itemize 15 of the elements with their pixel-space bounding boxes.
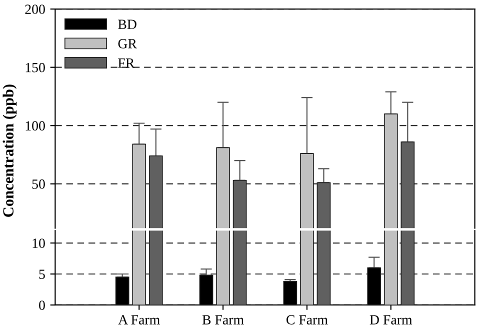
y-tick-label: 5	[39, 270, 45, 279]
x-tick-label: D Farm	[370, 315, 412, 324]
y-tick-label: 10	[32, 238, 45, 248]
y-tick-label: 100	[26, 121, 45, 131]
y-tick-label: 50	[32, 179, 45, 189]
y-tick-label: 150	[26, 62, 45, 72]
y-tick-label: 0	[39, 300, 45, 310]
legend-label: GR	[118, 39, 137, 48]
legend-label: FR	[118, 58, 135, 68]
x-tick-label: A Farm	[118, 315, 160, 324]
y-tick-label: 200	[25, 4, 45, 14]
y-axis-title: Concentration (ppb)	[2, 84, 17, 217]
x-tick-label: C Farm	[286, 315, 328, 324]
x-tick-label: B Farm	[202, 315, 244, 324]
legend-label: BD	[118, 20, 136, 29]
